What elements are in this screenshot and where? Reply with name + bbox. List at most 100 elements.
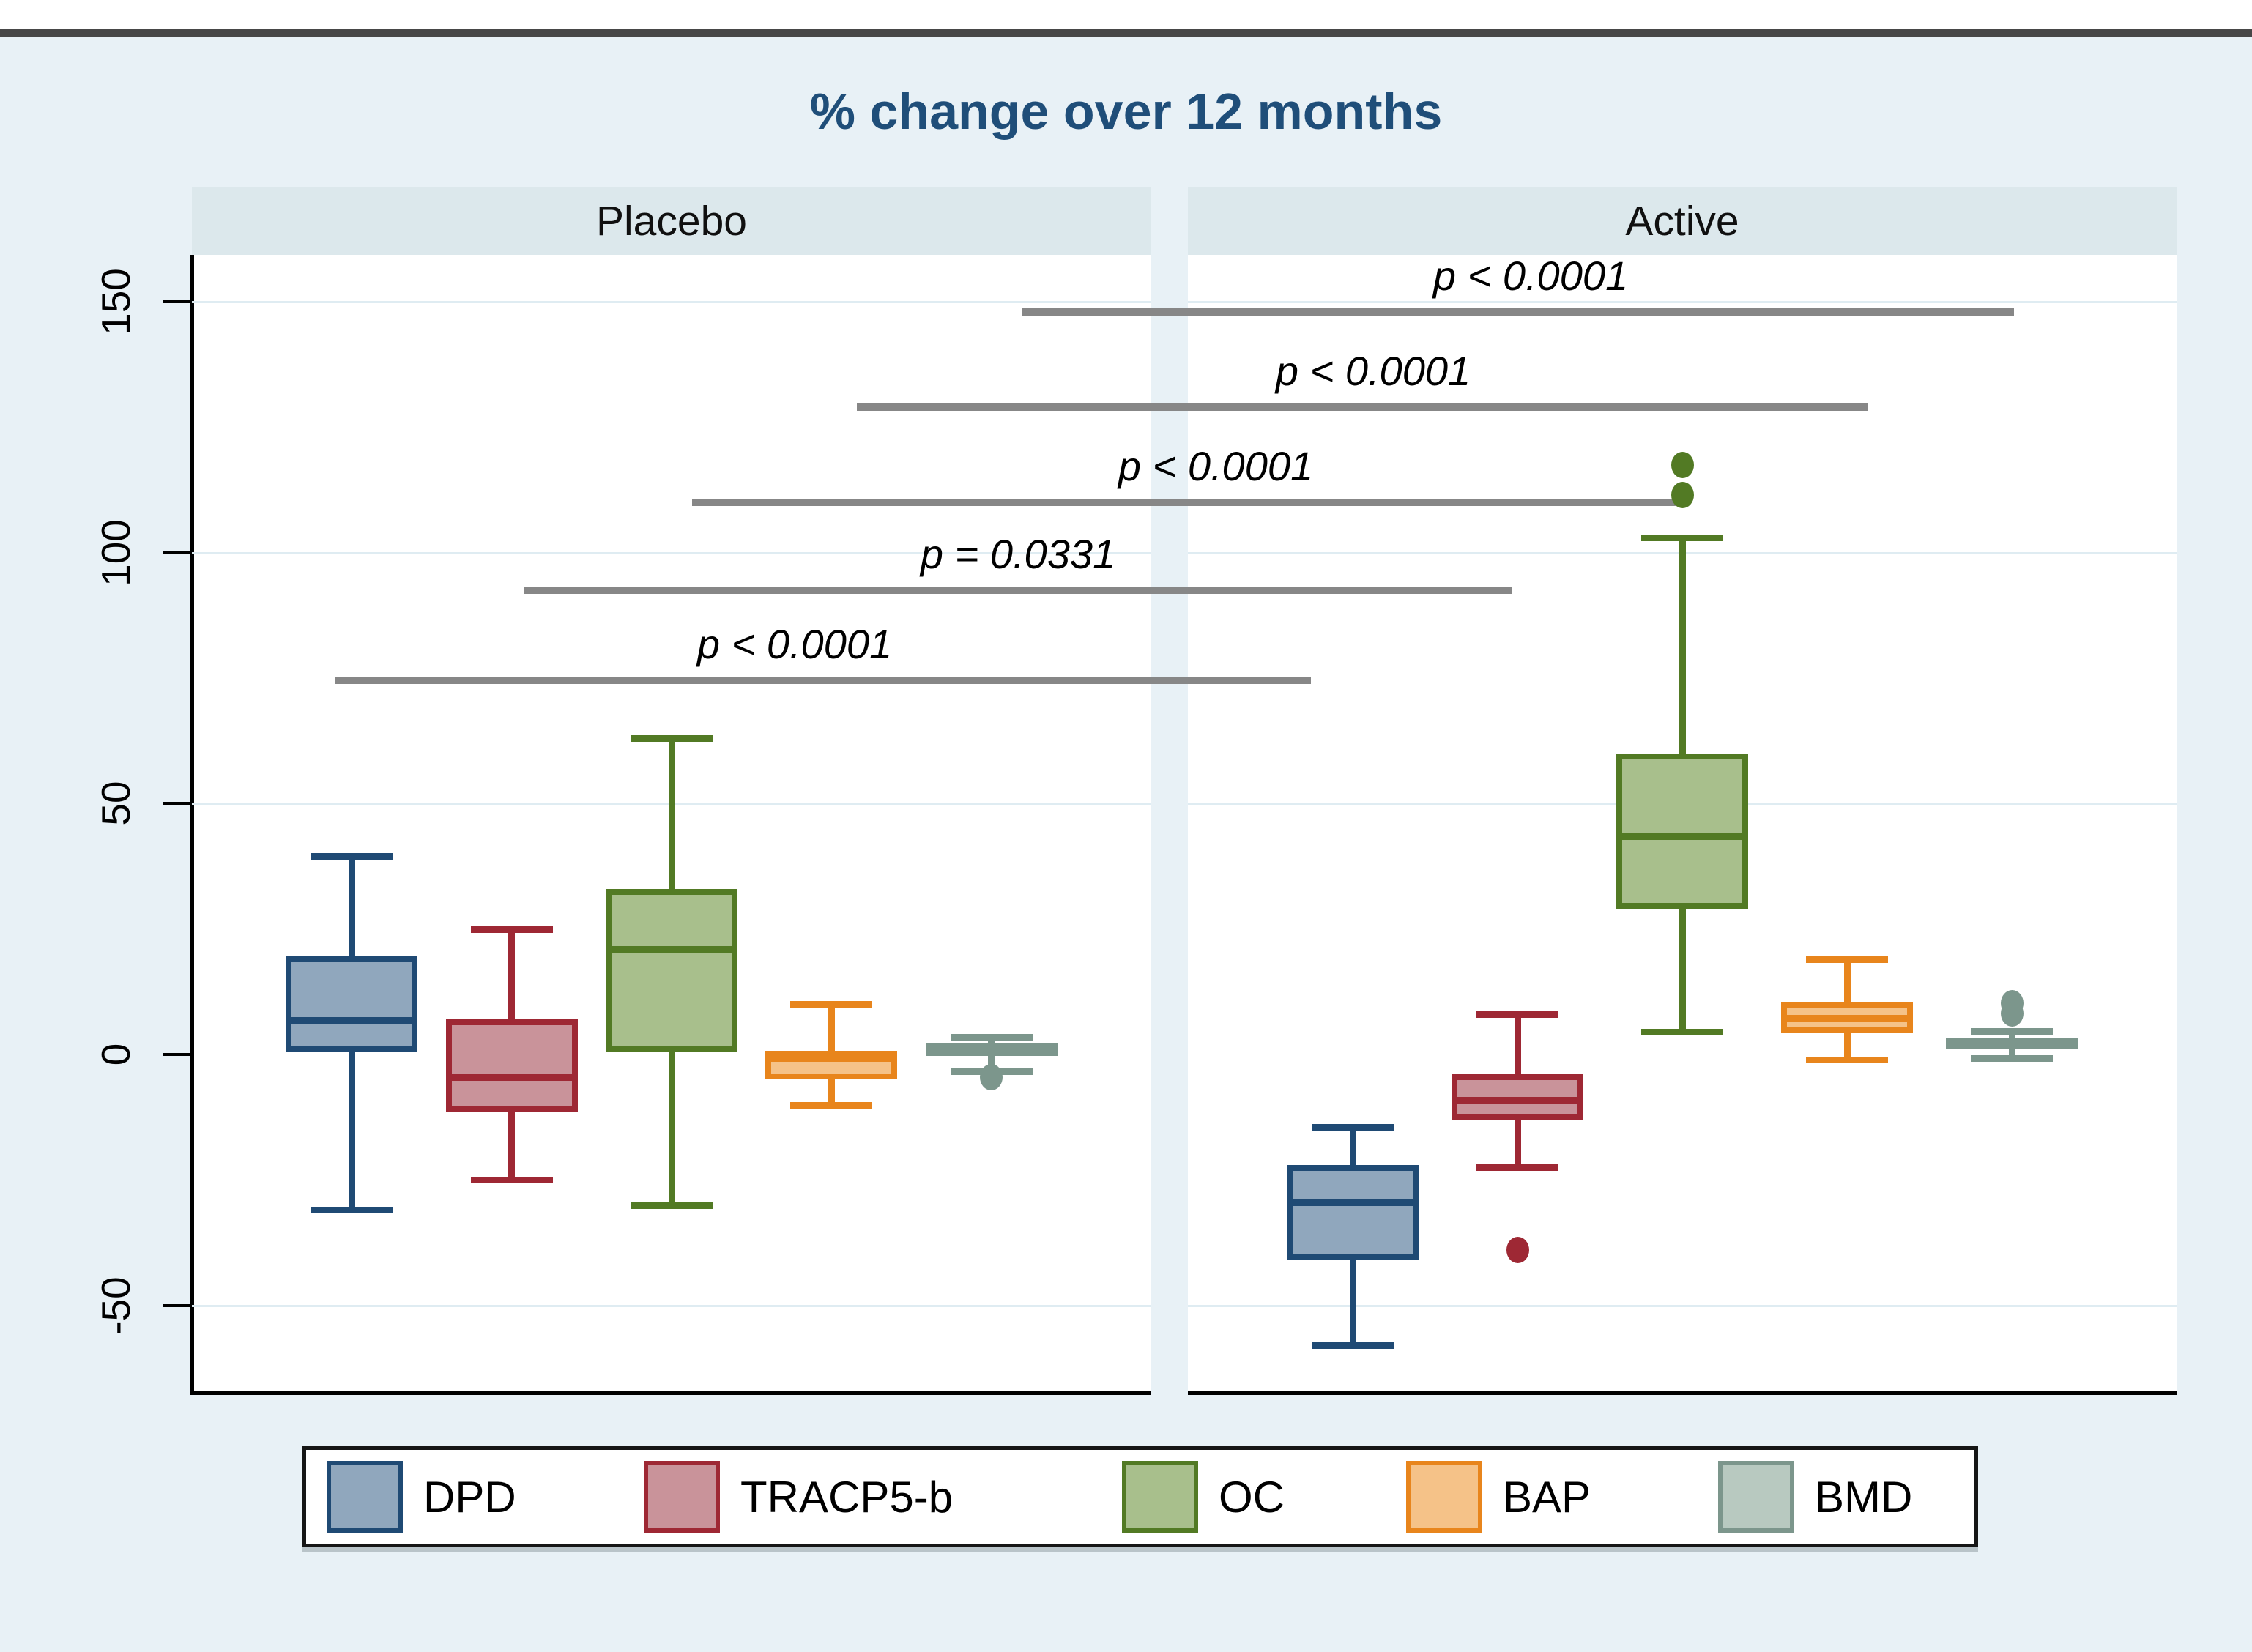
median-Active-BMD: [1952, 1039, 2072, 1046]
whisker-upper-stem-Placebo-TRACP5-b: [508, 929, 516, 1020]
whisker-lower-stem-Active-TRACP5-b: [1514, 1120, 1521, 1168]
gridline-150: [1188, 301, 2177, 303]
whisker-lower-cap-Active-OC: [1641, 1029, 1723, 1036]
top-margin: [0, 0, 2252, 29]
outlier-Active-BMD-1: [2000, 990, 2024, 1017]
median-Placebo-TRACP5-b: [451, 1074, 572, 1081]
gridline--50: [1188, 1304, 2177, 1307]
median-Placebo-BMD: [931, 1046, 1052, 1053]
whisker-upper-stem-Active-OC: [1679, 537, 1686, 754]
whisker-upper-cap-Active-BAP: [1806, 956, 1888, 963]
y-tick-label-50: 50: [93, 781, 138, 826]
legend-item-TRACP5-b: TRACP5-b: [644, 1450, 953, 1544]
whisker-lower-stem-Placebo-OC: [668, 1052, 675, 1205]
p-label-3: p = 0.0331: [920, 531, 1116, 578]
legend-swatch-BMD: [1718, 1461, 1794, 1533]
outlier-Placebo-BMD-0: [980, 1063, 1003, 1090]
p-label-0: p < 0.0001: [1432, 252, 1629, 299]
y-tick-label-0: 0: [93, 1043, 138, 1066]
p-line-0: [1022, 308, 2014, 316]
panel-header-placebo: Placebo: [192, 187, 1151, 255]
whisker-upper-stem-Placebo-BAP: [828, 1004, 835, 1051]
box-Placebo-OC: [606, 888, 737, 1052]
legend-label-BAP: BAP: [1503, 1472, 1591, 1522]
whisker-lower-cap-Placebo-BAP: [790, 1101, 873, 1109]
legend-label-TRACP5-b: TRACP5-b: [740, 1472, 954, 1522]
median-Active-OC: [1622, 833, 1742, 840]
legend-item-BMD: BMD: [1718, 1450, 1912, 1544]
legend-item-OC: OC: [1122, 1450, 1285, 1544]
whisker-lower-cap-Active-BAP: [1806, 1056, 1888, 1063]
median-Active-DPD: [1293, 1199, 1413, 1207]
whisker-lower-stem-Placebo-TRACP5-b: [508, 1112, 516, 1180]
y-tick-label-100: 100: [93, 518, 138, 587]
legend-label-BMD: BMD: [1815, 1472, 1913, 1522]
whisker-upper-stem-Active-BAP: [1843, 959, 1851, 1002]
median-Placebo-BAP: [771, 1054, 892, 1062]
legend-swatch-DPD: [327, 1461, 403, 1533]
y-tick-150: [163, 300, 192, 303]
whisker-lower-stem-Placebo-BMD: [988, 1056, 995, 1071]
whisker-upper-stem-Active-TRACP5-b: [1514, 1014, 1521, 1075]
panel-header-active-label: Active: [1625, 197, 1739, 245]
legend-label-OC: OC: [1219, 1472, 1285, 1522]
whisker-upper-cap-Active-BMD: [1971, 1027, 2053, 1035]
whisker-upper-cap-Active-TRACP5-b: [1476, 1011, 1558, 1019]
top-divider-rule: [0, 29, 2252, 37]
p-label-2: p < 0.0001: [1118, 443, 1314, 490]
legend-item-BAP: BAP: [1406, 1450, 1591, 1544]
legend-swatch-TRACP5-b: [644, 1461, 720, 1533]
p-line-4: [335, 677, 1311, 685]
y-tick-label--50: -50: [93, 1276, 138, 1335]
legend-box: DPD TRACP5-b OC BAP BMD: [302, 1446, 1978, 1547]
whisker-lower-stem-Placebo-BAP: [828, 1079, 835, 1105]
whisker-lower-stem-Active-BMD: [2008, 1046, 2015, 1058]
whisker-upper-cap-Active-OC: [1641, 535, 1723, 542]
whisker-lower-cap-Placebo-TRACP5-b: [470, 1177, 553, 1184]
gridline-100: [192, 551, 1151, 554]
chart-title: % change over 12 months: [809, 83, 1443, 140]
p-label-4: p < 0.0001: [696, 621, 893, 668]
median-Placebo-OC: [612, 946, 732, 953]
legend-label-DPD: DPD: [423, 1472, 516, 1522]
whisker-lower-stem-Active-BAP: [1843, 1032, 1851, 1060]
x-axis-line-active: [1188, 1391, 2177, 1395]
p-line-1: [857, 403, 1868, 411]
y-tick-50: [163, 802, 192, 805]
whisker-upper-cap-Placebo-DPD: [311, 853, 393, 860]
y-tick--50: [163, 1303, 192, 1307]
box-Active-OC: [1616, 753, 1748, 909]
outlier-Active-TRACP5-b-0: [1506, 1237, 1529, 1264]
whisker-lower-cap-Placebo-DPD: [311, 1207, 393, 1214]
y-tick-100: [163, 551, 192, 554]
whisker-upper-cap-Placebo-BAP: [790, 1001, 873, 1008]
panel-header-placebo-label: Placebo: [596, 197, 747, 245]
median-Active-BAP: [1787, 1014, 1907, 1022]
y-tick-label-150: 150: [93, 268, 138, 335]
whisker-upper-stem-Active-DPD: [1349, 1127, 1356, 1165]
whisker-lower-stem-Active-DPD: [1349, 1260, 1356, 1346]
whisker-lower-stem-Placebo-DPD: [348, 1052, 355, 1210]
whisker-lower-cap-Placebo-OC: [631, 1202, 713, 1209]
x-axis-line-placebo: [192, 1391, 1151, 1395]
median-Placebo-DPD: [291, 1017, 412, 1024]
outlier-Active-OC-1: [1671, 451, 1694, 478]
box-Placebo-DPD: [286, 956, 418, 1052]
whisker-upper-cap-Placebo-TRACP5-b: [470, 926, 553, 933]
legend-swatch-OC: [1122, 1461, 1198, 1533]
median-Active-TRACP5-b: [1457, 1096, 1577, 1104]
y-axis-line: [190, 255, 194, 1395]
panel-header-active: Active: [1188, 187, 2177, 255]
box-Active-DPD: [1287, 1164, 1419, 1260]
y-tick-0: [163, 1053, 192, 1056]
legend-item-DPD: DPD: [327, 1450, 516, 1544]
legend-swatch-BAP: [1406, 1461, 1482, 1533]
whisker-upper-stem-Placebo-DPD: [348, 856, 355, 957]
outlier-Active-OC-0: [1671, 481, 1694, 508]
whisker-upper-stem-Placebo-OC: [668, 738, 675, 889]
whisker-lower-cap-Active-TRACP5-b: [1476, 1164, 1558, 1172]
p-line-2: [692, 499, 1684, 507]
whisker-lower-cap-Active-DPD: [1312, 1342, 1394, 1350]
gridline-150: [192, 301, 1151, 303]
